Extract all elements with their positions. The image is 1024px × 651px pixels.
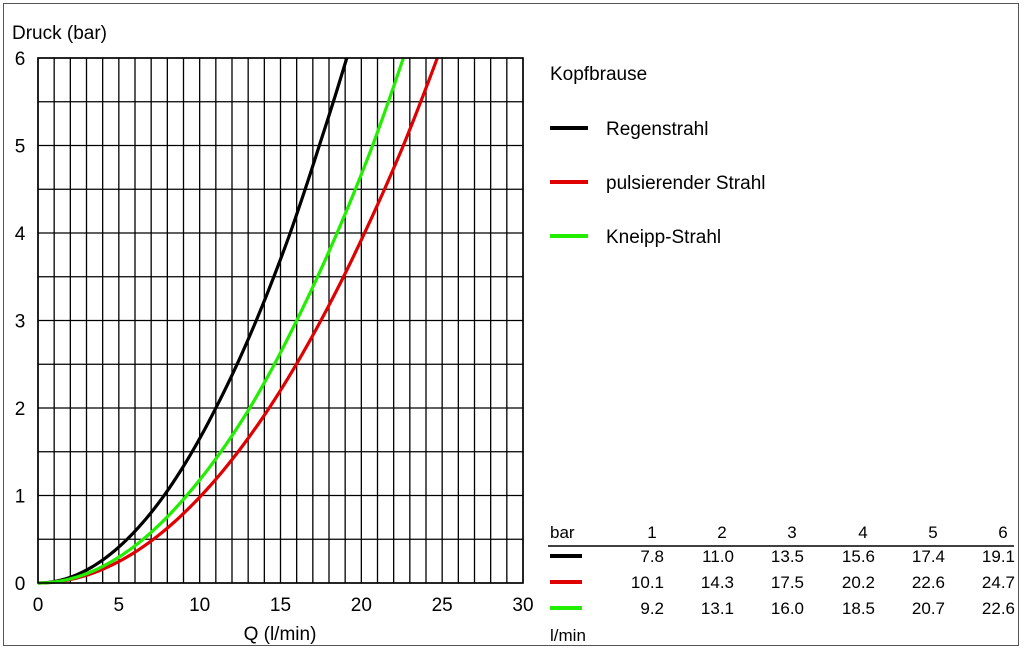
table-column-header: 3 — [787, 523, 796, 542]
table-cell: 24.7 — [982, 573, 1015, 592]
table-column-header: 4 — [858, 523, 867, 542]
table-column-header: 1 — [647, 523, 656, 542]
table-cell: 22.6 — [982, 599, 1015, 618]
x-tick-label: 25 — [432, 595, 453, 616]
table-cell: 20.7 — [912, 599, 945, 618]
table-cell: 18.5 — [842, 599, 875, 618]
x-tick-label: 5 — [114, 595, 125, 616]
series-line-0 — [37, 57, 349, 585]
curves — [37, 57, 439, 585]
table-header-label: bar — [550, 523, 575, 542]
table-column-header: 6 — [998, 523, 1007, 542]
table-cell: 11.0 — [702, 547, 734, 566]
x-tick-label: 10 — [189, 595, 210, 616]
values-table: bar 1 2 3 4 5 6 7.8 11.0 13.5 15.6 17.4 19.1 10.1 14.3… — [548, 523, 1015, 645]
table-column-header: 2 — [717, 523, 726, 542]
table-cell: 13.1 — [701, 599, 734, 618]
y-tick-label: 3 — [15, 312, 26, 333]
legend-label: Kneipp-Strahl — [606, 227, 721, 248]
table-unit-label: l/min — [550, 626, 586, 645]
table-cell: 19.1 — [982, 547, 1015, 566]
legend-label: Regenstrahl — [606, 119, 708, 140]
y-tick-label: 1 — [15, 487, 26, 508]
table-cell: 15.6 — [842, 547, 875, 566]
table-cell: 20.2 — [842, 573, 875, 592]
legend-label: pulsierender Strahl — [606, 173, 765, 194]
table-cell: 7.8 — [640, 547, 664, 566]
table-cell: 22.6 — [912, 573, 945, 592]
table-cell: 16.0 — [771, 599, 804, 618]
table-cell: 9.2 — [640, 599, 664, 618]
x-tick-label: 30 — [512, 595, 533, 616]
y-tick-label: 2 — [15, 399, 26, 420]
plot-border — [37, 57, 524, 584]
y-tick-label: 4 — [15, 224, 26, 245]
table-cell: 14.3 — [701, 573, 734, 592]
legend: Kopfbrause Regenstrahl pulsierender Strah… — [550, 64, 765, 248]
x-axis-label: Q (l/min) — [244, 624, 317, 645]
grid — [37, 57, 524, 584]
chart-frame — [3, 3, 1019, 646]
series-line-2 — [37, 57, 405, 585]
x-tick-label: 0 — [33, 595, 44, 616]
table-column-header: 5 — [928, 523, 937, 542]
table-cell: 13.5 — [771, 547, 804, 566]
y-tick-label: 6 — [15, 49, 26, 70]
table-cell: 17.4 — [912, 547, 945, 566]
table-cell: 10.1 — [631, 573, 664, 592]
y-axis-label: Druck (bar) — [12, 23, 107, 44]
series-line-1 — [37, 57, 439, 585]
x-tick-label: 20 — [351, 595, 372, 616]
legend-title: Kopfbrause — [550, 64, 647, 85]
x-tick-label: 15 — [270, 595, 291, 616]
table-cell: 17.5 — [771, 573, 804, 592]
y-tick-label: 5 — [15, 137, 26, 158]
axes: 0 5 10 15 20 25 30 0 1 2 3 4 5 6 — [15, 49, 534, 616]
y-tick-label: 0 — [15, 574, 26, 595]
